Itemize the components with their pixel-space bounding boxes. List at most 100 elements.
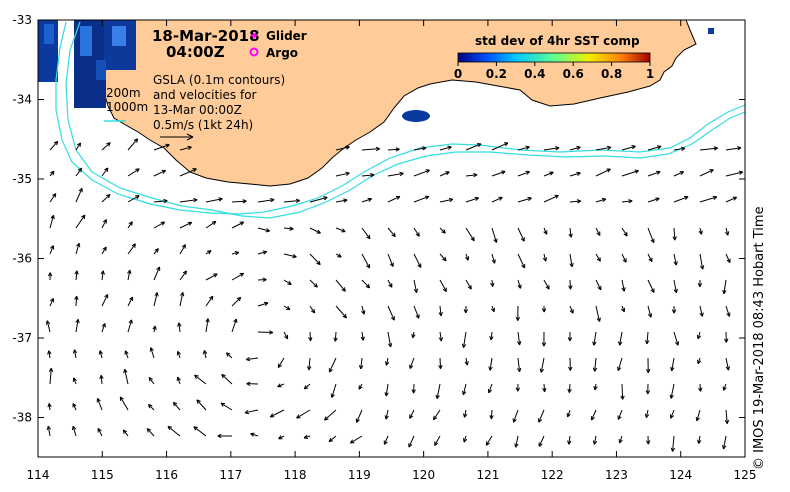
velocity-arrow-head — [696, 334, 699, 339]
velocity-arrow-head — [262, 277, 267, 280]
velocity-arrow — [725, 227, 729, 236]
velocity-arrow-head — [438, 365, 441, 370]
velocity-arrow-head — [106, 142, 111, 145]
velocity-arrow-head — [263, 251, 268, 255]
velocity-arrow-head — [166, 144, 170, 148]
velocity-arrow-head — [78, 187, 83, 192]
velocity-arrow — [569, 146, 581, 151]
velocity-arrow-head — [442, 288, 447, 293]
velocity-arrow — [439, 198, 453, 203]
velocity-arrow — [647, 305, 652, 318]
velocity-arrow — [101, 142, 111, 151]
velocity-arrow-head — [555, 146, 560, 149]
velocity-arrow — [490, 409, 493, 419]
velocity-arrow-head — [675, 261, 678, 266]
velocity-arrow — [465, 174, 478, 177]
velocity-arrow — [488, 383, 493, 394]
velocity-arrow-head — [713, 196, 718, 200]
velocity-arrow-head — [313, 285, 318, 288]
velocity-arrow-head — [577, 200, 582, 204]
velocity-arrow — [361, 148, 380, 151]
velocity-arrow-head — [635, 170, 639, 174]
sst-patches — [38, 20, 714, 122]
velocity-arrow — [670, 409, 675, 419]
velocity-arrow-head — [443, 229, 446, 234]
velocity-arrow — [335, 146, 350, 151]
velocity-arrow-head — [577, 172, 581, 176]
velocity-arrow-head — [593, 385, 596, 391]
velocity-arrow — [46, 320, 51, 333]
velocity-arrow-head — [723, 387, 727, 391]
velocity-arrow-head — [47, 403, 50, 408]
velocity-arrow-head — [128, 319, 132, 324]
velocity-arrow — [413, 147, 427, 151]
velocity-arrow-head — [156, 292, 159, 297]
velocity-arrow — [463, 331, 467, 348]
velocity-arrow-head — [521, 265, 525, 269]
x-tick-label: 125 — [734, 468, 757, 482]
velocity-arrow-head — [670, 394, 674, 399]
velocity-arrow — [257, 251, 267, 255]
velocity-arrow — [75, 270, 78, 281]
velocity-arrow — [179, 199, 198, 203]
velocity-arrow — [177, 376, 181, 385]
velocity-arrow-head — [411, 333, 414, 338]
velocity-arrow-head — [721, 445, 724, 450]
colorbar-tick-label: 0.2 — [486, 67, 507, 81]
velocity-arrow-head — [240, 221, 245, 226]
velocity-arrow — [568, 383, 571, 393]
velocity-arrow-head — [303, 437, 309, 439]
velocity-arrow-head — [519, 340, 522, 346]
velocity-arrow-head — [262, 279, 267, 282]
velocity-arrow-head — [670, 415, 675, 419]
velocity-arrow — [335, 227, 346, 233]
velocity-arrow-head — [47, 350, 50, 355]
velocity-arrow-head — [284, 336, 288, 340]
velocity-arrow-head — [593, 341, 597, 346]
velocity-arrow — [433, 409, 441, 421]
velocity-arrow-head — [426, 169, 430, 174]
velocity-arrow-head — [46, 425, 49, 431]
velocity-arrow-head — [655, 197, 660, 199]
velocity-arrow-head — [99, 350, 103, 354]
velocity-arrow-head — [526, 146, 530, 150]
velocity-arrow-head — [310, 337, 313, 342]
velocity-arrow-head — [362, 336, 365, 341]
velocity-arrow-head — [710, 169, 714, 174]
velocity-arrow-head — [527, 196, 532, 199]
velocity-arrow — [673, 253, 677, 266]
velocity-arrow — [100, 375, 103, 385]
velocity-arrow — [568, 435, 571, 445]
velocity-arrow-head — [154, 292, 158, 296]
velocity-arrow-head — [269, 413, 274, 418]
velocity-arrow-head — [415, 233, 420, 237]
velocity-arrow-head — [343, 287, 346, 292]
velocity-arrow-head — [99, 375, 102, 380]
velocity-arrow-head — [269, 332, 274, 335]
velocity-arrow-head — [697, 360, 702, 365]
velocity-arrow — [99, 350, 103, 359]
velocity-arrow-head — [48, 350, 52, 355]
velocity-arrow — [283, 331, 289, 340]
velocity-arrow — [324, 409, 337, 421]
velocity-arrow — [101, 219, 107, 229]
velocity-arrow — [328, 357, 337, 373]
velocity-arrow-head — [555, 195, 559, 199]
velocity-arrow-head — [599, 317, 601, 322]
velocity-arrow-head — [75, 318, 79, 323]
velocity-arrow — [231, 318, 237, 333]
velocity-arrow-head — [517, 341, 521, 346]
velocity-arrow-head — [264, 302, 269, 306]
velocity-arrow-head — [296, 200, 300, 203]
velocity-arrow-head — [108, 194, 111, 199]
velocity-arrow — [619, 331, 623, 346]
velocity-arrow — [647, 227, 655, 243]
velocity-arrow-head — [657, 145, 662, 147]
velocity-arrow — [153, 266, 161, 281]
velocity-arrow-head — [50, 214, 54, 219]
velocity-arrow-head — [133, 138, 138, 141]
velocity-arrow-head — [104, 167, 109, 171]
velocity-arrow — [101, 194, 111, 203]
velocity-arrow-head — [328, 440, 334, 443]
velocity-arrow-head — [48, 367, 52, 372]
